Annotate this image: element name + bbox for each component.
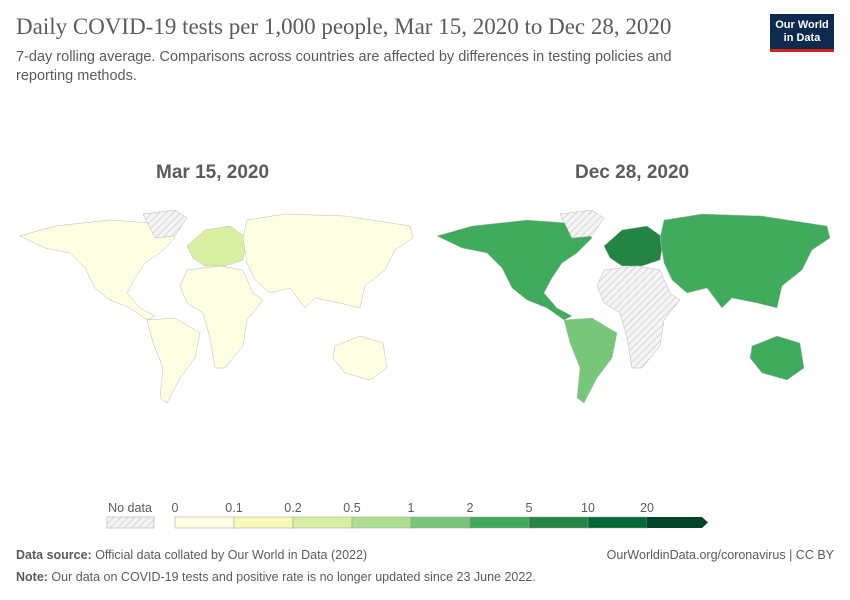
legend-tick-2: 0.2 [284, 501, 301, 515]
region-greenland[interactable] [142, 209, 188, 239]
legend-svg: No data 0 0.1 0.2 0.5 1 2 5 10 20 [106, 501, 708, 529]
region-south-america[interactable] [563, 317, 618, 404]
region-europe[interactable] [186, 225, 248, 267]
map-label-right: Dec 28, 2020 [575, 162, 690, 183]
note-text: Our data on COVID-19 tests and positive … [47, 570, 536, 584]
region-australia[interactable] [332, 335, 388, 381]
legend-bin-3 [351, 516, 412, 529]
footer-note: Note: Our data on COVID-19 tests and pos… [16, 570, 536, 584]
legend-no-data-swatch [106, 516, 155, 529]
note-label: Note: [16, 570, 48, 584]
legend-tick-1: 0.1 [225, 501, 242, 515]
legend-bin-4 [410, 516, 471, 529]
source-label: Data source: [16, 548, 92, 562]
map-mar-15 [19, 209, 414, 404]
legend: No data 0 0.1 0.2 0.5 1 2 5 10 20 [100, 495, 720, 536]
legend-tick-8: 20 [640, 501, 654, 515]
map-dec-28 [436, 209, 831, 404]
legend-bin-5 [469, 516, 530, 529]
chart-subtitle: 7-day rolling average. Comparisons acros… [16, 49, 672, 84]
owid-logo[interactable]: Our World in Data [770, 14, 834, 52]
legend-tick-6: 5 [526, 501, 533, 515]
legend-tick-3: 0.5 [343, 501, 360, 515]
legend-bin-1 [233, 516, 294, 529]
source-link[interactable]: OurWorldinData.org/coronavirus | CC BY [606, 548, 834, 562]
region-africa[interactable] [179, 265, 264, 369]
region-north-america[interactable] [436, 219, 593, 321]
logo-line2: in Data [783, 32, 821, 44]
footer-source: Data source: Official data collated by O… [16, 548, 367, 562]
legend-bin-2 [292, 516, 353, 529]
legend-tick-0: 0 [172, 501, 179, 515]
legend-tick-5: 2 [467, 501, 474, 515]
chart-title: Daily COVID-19 tests per 1,000 people, M… [16, 14, 672, 39]
legend-bin-6 [528, 516, 589, 529]
region-europe[interactable] [603, 225, 665, 267]
region-asia[interactable] [659, 213, 831, 309]
maps-svg [19, 209, 831, 404]
legend-bin-7 [587, 516, 648, 529]
legend-no-data-label: No data [108, 501, 152, 515]
legend-bin-0 [174, 516, 235, 529]
legend-tick-4: 1 [408, 501, 415, 515]
map-label-left: Mar 15, 2020 [156, 162, 270, 183]
region-greenland[interactable] [559, 209, 605, 239]
region-australia[interactable] [749, 335, 805, 381]
region-asia[interactable] [242, 213, 414, 309]
region-africa[interactable] [596, 265, 681, 369]
source-text: Official data collated by Our World in D… [91, 548, 368, 562]
legend-bin-8 [647, 517, 708, 528]
logo-line1: Our World [775, 19, 829, 31]
region-south-america[interactable] [146, 317, 201, 404]
region-north-america[interactable] [19, 219, 176, 321]
legend-tick-7: 10 [581, 501, 595, 515]
